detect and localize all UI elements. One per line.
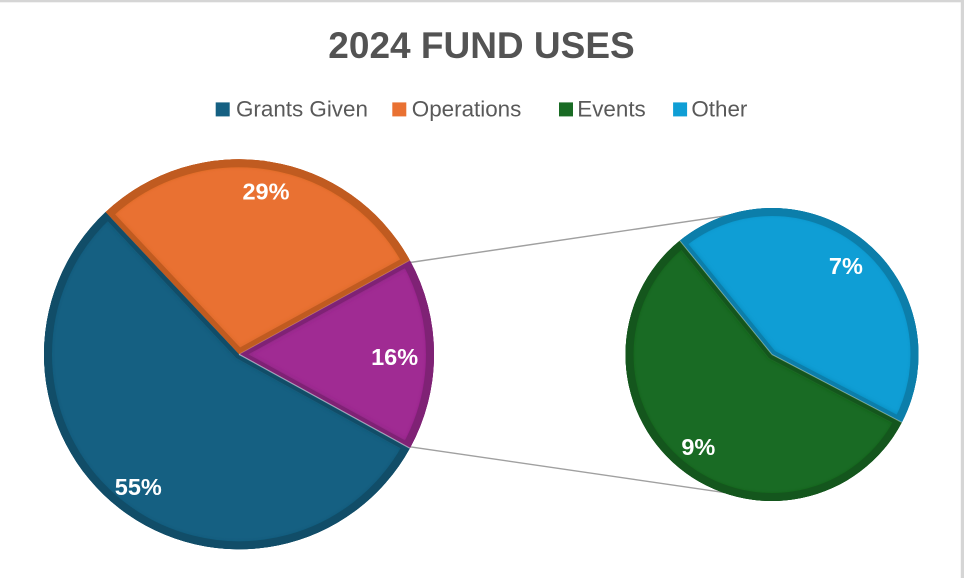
svg-text:Events: Events (577, 97, 645, 122)
svg-text:55%: 55% (115, 474, 162, 500)
svg-text:2024 FUND USES: 2024 FUND USES (328, 25, 634, 66)
svg-text:Grants Given: Grants Given (236, 97, 368, 122)
svg-text:9%: 9% (681, 434, 715, 460)
svg-text:7%: 7% (829, 253, 863, 279)
svg-text:Operations: Operations (412, 97, 522, 122)
svg-text:Other: Other (691, 97, 748, 122)
svg-text:29%: 29% (242, 178, 289, 204)
svg-text:16%: 16% (371, 344, 418, 370)
